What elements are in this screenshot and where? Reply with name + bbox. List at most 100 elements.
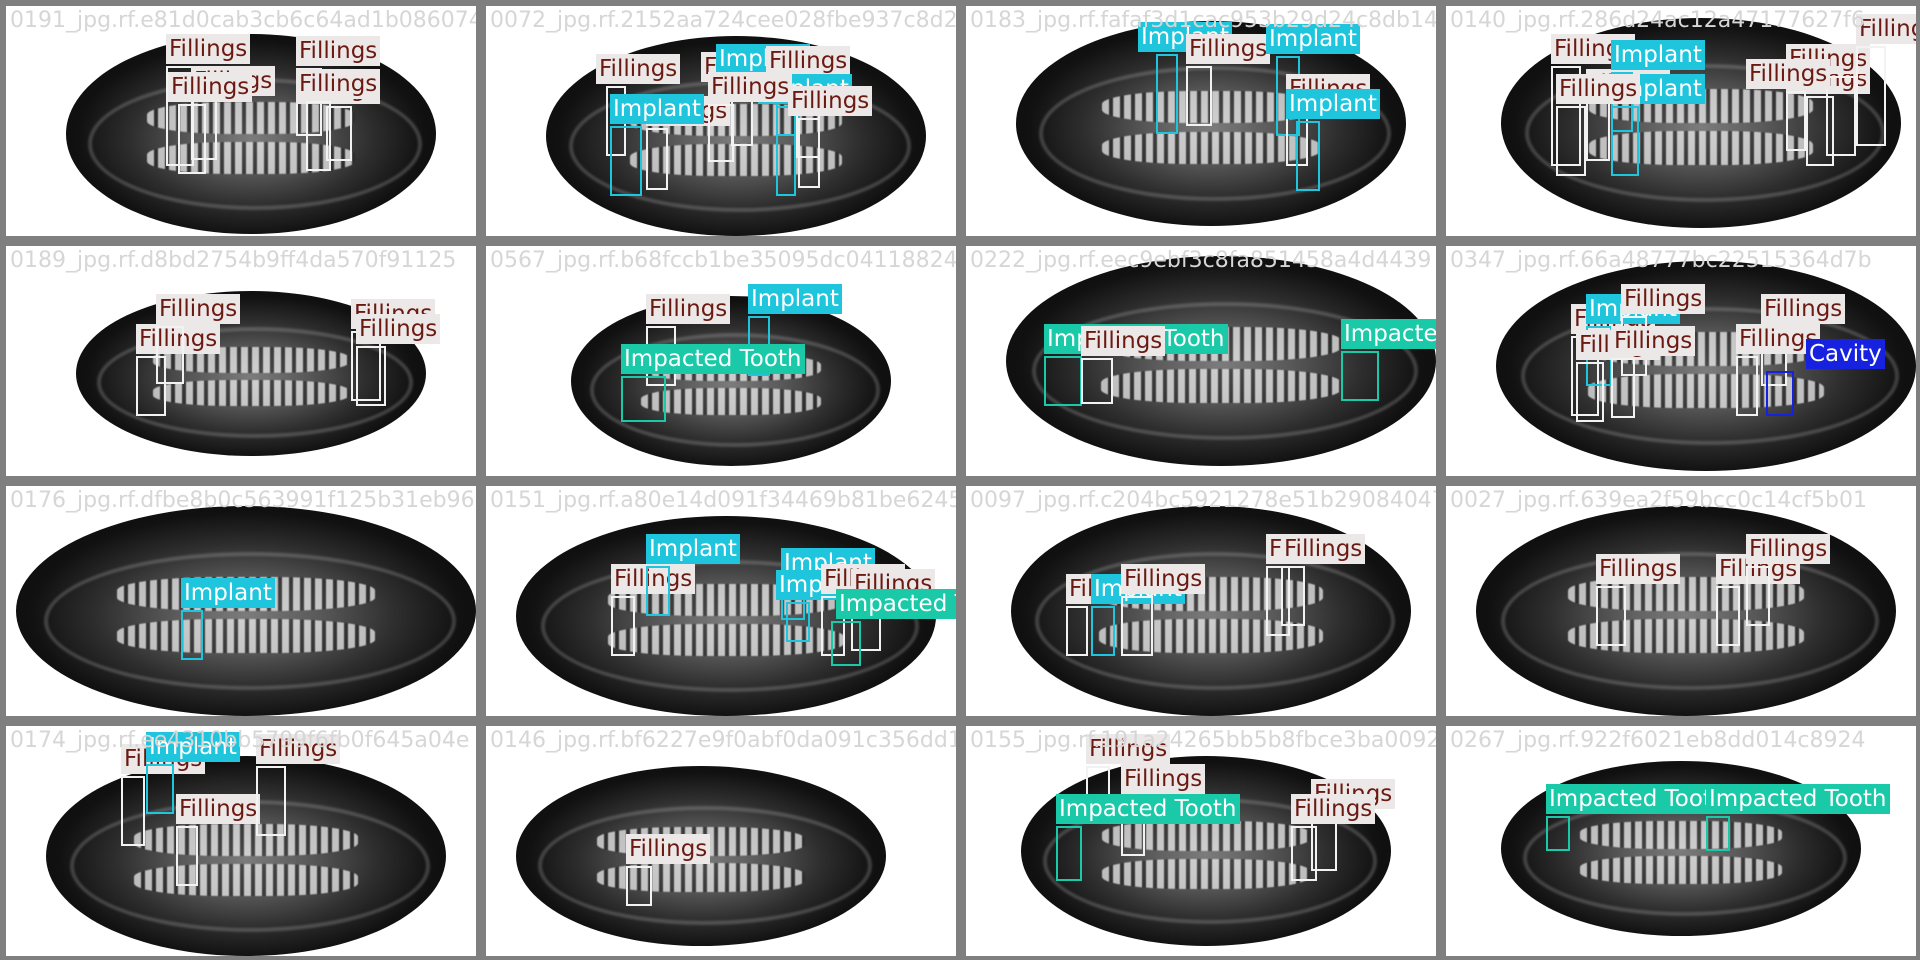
- detection-box: [1186, 66, 1212, 126]
- image-filename-caption: 0155_jpg.rf.191a24265bb5b8fbce3ba0092: [970, 728, 1436, 753]
- image-filename-caption: 0191_jpg.rf.e81d0cab3cb6c64ad1b0860742f7: [10, 8, 476, 33]
- detection-label: Implant: [1266, 24, 1360, 54]
- detection-box: [831, 621, 861, 666]
- result-tile: FillingsImplantImplantImplantFillingsFil…: [486, 486, 956, 716]
- detection-box: [1091, 606, 1115, 656]
- result-tile: Implant 0176_jpg.rf.dfbe8b0c563991f125b31…: [6, 486, 476, 716]
- detection-box: [1281, 566, 1305, 626]
- detection-box: [708, 104, 734, 162]
- detection-label: Impacted Tooth: [1056, 794, 1240, 824]
- detection-label: Fillings: [1186, 34, 1271, 64]
- result-tile: Fillings Fillings Fillings 0027_jpg.rf.639e…: [1446, 486, 1916, 716]
- detection-box: [1291, 826, 1317, 881]
- detection-label: Fillings: [1621, 284, 1706, 314]
- detection-label: Fillings: [356, 314, 441, 344]
- detection-box: [1081, 358, 1113, 404]
- detection-box: [1611, 358, 1635, 418]
- detection-box: [1044, 356, 1082, 406]
- detection-box: [1746, 566, 1770, 626]
- detection-box: [178, 104, 206, 174]
- detection-label: Fillings: [708, 72, 793, 102]
- detection-box: [181, 610, 203, 660]
- detection-box: [1296, 121, 1320, 191]
- result-tile: Fillings 0146_jpg.rf.bf6227e9f0abf0da091c…: [486, 726, 956, 956]
- detection-label: Fillings: [1081, 326, 1166, 356]
- detection-label: Fillings: [1856, 14, 1916, 44]
- detection-label: Fillings: [626, 834, 711, 864]
- detection-box: [356, 346, 386, 406]
- detection-box: [166, 66, 194, 166]
- detection-label: Fillings: [168, 72, 253, 102]
- detection-box: [621, 376, 666, 422]
- detection-box: [1706, 816, 1730, 851]
- detection-label: Fillings: [136, 324, 221, 354]
- result-tile: Impacted Tooth Impacted Tooth 0267_jpg.rf.…: [1446, 726, 1916, 956]
- detection-box: [1766, 371, 1794, 416]
- image-filename-caption: 0072_jpg.rf.2152aa724cee028fbe937c8d2813: [490, 8, 956, 33]
- panoramic-xray-image: [571, 296, 891, 466]
- detection-box: [1066, 606, 1088, 656]
- detection-label: Fillings: [166, 34, 251, 64]
- detection-box: [798, 118, 820, 188]
- detection-box: [1716, 586, 1740, 646]
- image-filename-caption: 0146_jpg.rf.bf6227e9f0abf0da091c356dd1: [490, 728, 956, 753]
- detection-box: [1856, 46, 1886, 146]
- detection-box: [146, 764, 174, 814]
- image-filename-caption: 0189_jpg.rf.d8bd2754b9ff4da570f91125: [10, 248, 457, 273]
- detection-label: Fillings: [1281, 534, 1366, 564]
- result-tile: FillingsFillingsFillingsFillings0189_jpg…: [6, 246, 476, 476]
- image-filename-caption: 0567_jpg.rf.b68fccb1be35095dc04118824: [490, 248, 956, 273]
- result-tile: FillingsImplantFillingsFillingsFillingsF…: [1446, 246, 1916, 476]
- detection-label: Fillings: [788, 86, 873, 116]
- detection-label: Fillings: [646, 294, 731, 324]
- detection-label: Cavity: [1806, 339, 1885, 369]
- detection-box: [626, 866, 652, 906]
- detection-box: [1546, 816, 1570, 851]
- image-filename-caption: 0267_jpg.rf.922f6021eb8dd014c8924: [1450, 728, 1866, 753]
- detection-label: Fillings: [1121, 764, 1206, 794]
- detection-label: Fillings: [611, 564, 696, 594]
- detection-label: Implant: [1611, 40, 1705, 70]
- result-tile: FillingsImplantFillingsFillingsFillings0…: [966, 486, 1436, 716]
- detection-label: Impacted Tooth: [1706, 784, 1890, 814]
- detection-label: Fillings: [296, 69, 381, 99]
- detection-label: Fillings: [256, 734, 341, 764]
- detection-box: [1551, 66, 1581, 166]
- detection-box: [1056, 826, 1082, 881]
- detection-label: Implant: [610, 94, 704, 124]
- detection-box: [646, 566, 670, 616]
- detection-box: [1806, 96, 1834, 166]
- detection-label: Fillings: [1086, 734, 1171, 764]
- detection-box: [136, 356, 166, 416]
- panoramic-xray-image: [516, 766, 886, 946]
- detection-label: Fillings: [1121, 564, 1206, 594]
- detection-label: Impacted Tooth: [1341, 319, 1436, 349]
- detection-label: Fillings: [296, 36, 381, 66]
- result-tile: Fillings Implant Impacted Tooth 0567_jpg.rf…: [486, 246, 956, 476]
- detection-box: [326, 106, 352, 161]
- detection-box: [646, 128, 668, 190]
- detection-label: Implant: [646, 534, 740, 564]
- result-tile: FillingsImplantFillingsFillings0174_jpg.…: [6, 726, 476, 956]
- detection-box: [1611, 106, 1639, 176]
- detection-label: Fillings: [1761, 294, 1846, 324]
- detection-label: Implant: [748, 284, 842, 314]
- detection-label: Impacted Tooth: [1546, 784, 1730, 814]
- panoramic-xray-image: [16, 506, 476, 716]
- detection-box: [611, 596, 635, 656]
- detection-box: [776, 106, 796, 196]
- detection-label: Impacted Tooth: [836, 589, 956, 619]
- detection-label: Fillings: [1596, 554, 1681, 584]
- detection-box: [1341, 351, 1379, 401]
- detection-box: [176, 826, 198, 886]
- detection-label: Impacted Tooth: [621, 344, 805, 374]
- detection-box: [1576, 362, 1604, 422]
- detection-box: [1586, 101, 1610, 161]
- detection-box: [821, 596, 845, 656]
- detection-box: [610, 126, 642, 196]
- result-tile: FillingsFillingsFillingsFillingsFillings…: [6, 6, 476, 236]
- result-tile: Impacted ToothFillingsImpacted Tooth0222…: [966, 246, 1436, 476]
- detection-box: [1266, 566, 1290, 636]
- result-tile: ImplantFillingsImplantFillingsImplant018…: [966, 6, 1436, 236]
